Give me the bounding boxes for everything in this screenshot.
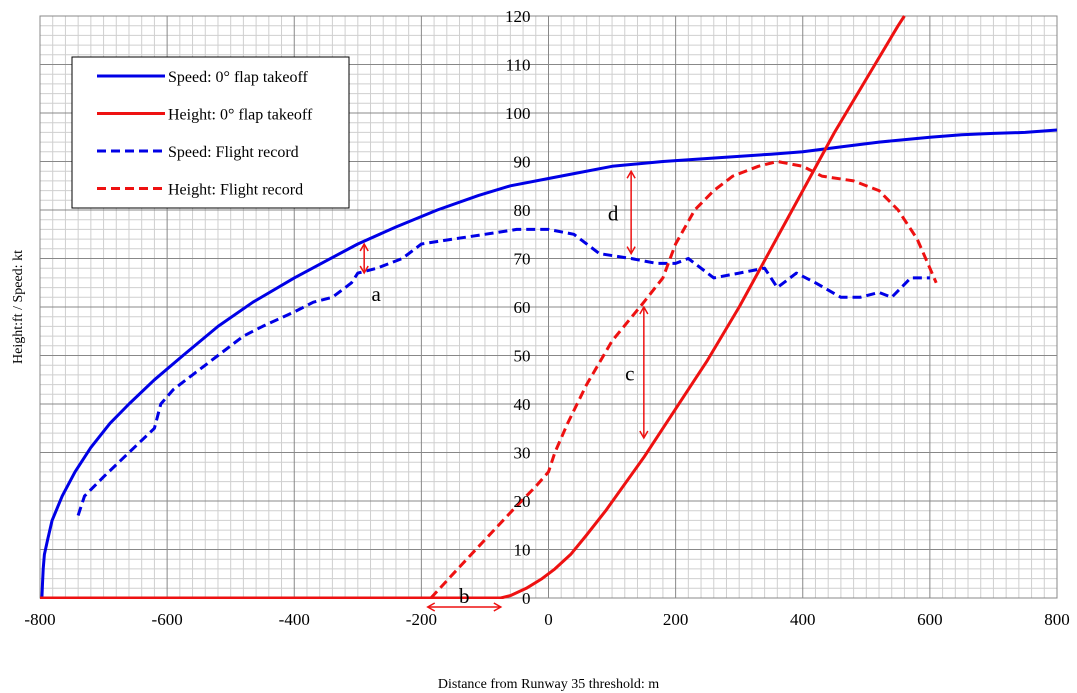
series-line-4 [429, 160, 938, 599]
x-tick-label: 0 [544, 610, 553, 629]
series-line-2 [40, 15, 906, 599]
plot-area-frame [39, 15, 1058, 599]
legend-box [71, 56, 350, 209]
y-tick-label: 120 [505, 7, 531, 26]
annotation-arrowhead [426, 602, 436, 612]
annotation-label-a: a [372, 282, 382, 306]
annotation-label-d: d [608, 201, 619, 225]
x-axis-title: Distance from Runway 35 threshold: m [438, 677, 659, 692]
legend-label-2: Height: 0° flap takeoff [168, 107, 313, 124]
x-tick-label: 400 [790, 610, 816, 629]
x-tick-label: -200 [406, 610, 437, 629]
legend-items: Speed: 0° flap takeoff Height: 0° flap ta… [97, 69, 313, 199]
annotation-label-b: b [459, 584, 470, 608]
series-layer [40, 15, 1057, 599]
x-tick-label: 800 [1044, 610, 1070, 629]
series-line-1 [40, 128, 1057, 599]
x-tick-label: 600 [917, 610, 943, 629]
y-tick-labels: 0 10 20 30 40 50 60 70 80 90 100 110 120 [505, 7, 531, 608]
y-axis-title: Height:ft / Speed: kt [11, 250, 26, 364]
legend-label-1: Speed: 0° flap takeoff [168, 69, 309, 86]
x-tick-labels: -800 -600 -400 -200 0 200 400 600 800 [24, 610, 1069, 629]
y-tick-label: 0 [522, 589, 531, 608]
x-tick-label: -400 [279, 610, 310, 629]
y-tick-label: 30 [514, 444, 531, 463]
annotation-layer: a b c d [359, 169, 649, 612]
y-tick-label: 50 [514, 347, 531, 366]
x-tick-label: -600 [152, 610, 183, 629]
annotation-arrowhead [626, 169, 636, 179]
x-tick-label: 200 [663, 610, 689, 629]
series-line-3 [76, 227, 930, 516]
annotation-arrowhead [493, 602, 503, 612]
y-tick-label: 110 [506, 56, 531, 75]
annotation-arrowhead [359, 242, 369, 252]
annotation-arrowhead [626, 246, 636, 256]
y-tick-label: 10 [514, 541, 531, 560]
y-tick-label: 100 [505, 104, 531, 123]
y-tick-label: 20 [514, 492, 531, 511]
x-tick-label: -800 [24, 610, 55, 629]
y-tick-label: 80 [514, 201, 531, 220]
y-tick-label: 40 [514, 395, 531, 414]
legend-label-3: Speed: Flight record [168, 144, 299, 161]
legend-label-4: Height: Flight record [168, 182, 303, 199]
annotation-arrowhead [359, 265, 369, 275]
y-tick-label: 90 [514, 153, 531, 172]
annotation-arrowhead [639, 305, 649, 315]
annotation-arrowhead [639, 430, 649, 440]
legend: Speed: 0° flap takeoff Height: 0° flap ta… [71, 56, 350, 209]
annotation-label-c: c [625, 361, 634, 385]
y-tick-label: 70 [514, 250, 531, 269]
y-tick-label: 60 [514, 298, 531, 317]
